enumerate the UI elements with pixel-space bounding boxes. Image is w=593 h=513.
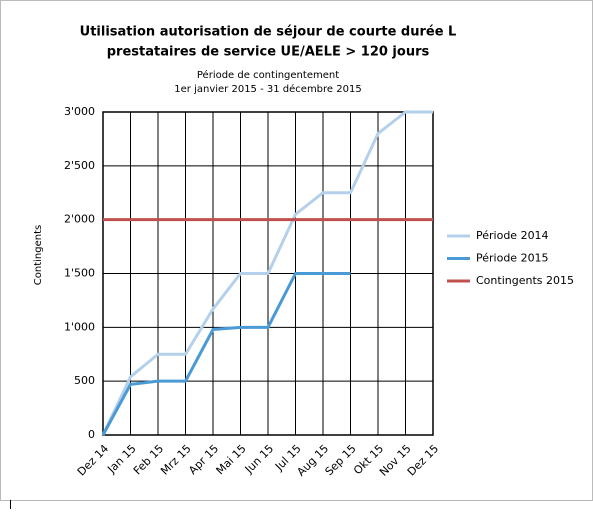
- y-tick-label: 2'000: [64, 213, 95, 226]
- legend-label: Période 2015: [476, 252, 549, 265]
- chart-title: prestataires de service UE/AELE > 120 jo…: [107, 45, 430, 60]
- y-tick-label: 2'500: [64, 159, 95, 172]
- series-line: [101, 110, 433, 436]
- legend-label: Contingents 2015: [476, 274, 574, 287]
- chart-subtitle: 1er janvier 2015 - 31 décembre 2015: [174, 83, 361, 95]
- y-axis-label: Contingents: [33, 225, 44, 285]
- chart-title: Utilisation autorisation de séjour de co…: [80, 25, 457, 40]
- chart-subtitle: Période de contingentement: [197, 69, 339, 81]
- plot-border: [102, 111, 434, 436]
- y-tick-label: 3'000: [64, 105, 95, 118]
- y-tick-label: 1'500: [64, 267, 95, 280]
- y-tick-label: 1'000: [64, 320, 95, 333]
- legend-label: Période 2014: [476, 229, 549, 242]
- y-tick-label: 0: [88, 428, 95, 441]
- series-line: [101, 272, 351, 436]
- frame: [0, 0, 593, 501]
- y-tick-label: 500: [74, 374, 95, 387]
